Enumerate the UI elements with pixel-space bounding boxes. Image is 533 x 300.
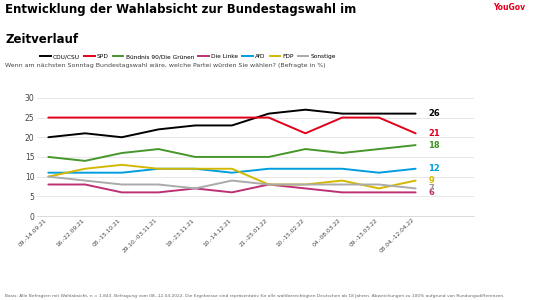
- Text: Entwicklung der Wahlabsicht zur Bundestagswahl im: Entwicklung der Wahlabsicht zur Bundesta…: [5, 3, 357, 16]
- Text: Zeitverlauf: Zeitverlauf: [5, 33, 78, 46]
- Text: YouGov: YouGov: [493, 3, 525, 12]
- Text: 6: 6: [429, 188, 434, 197]
- Text: 7: 7: [429, 184, 434, 193]
- Text: 9: 9: [429, 176, 434, 185]
- Text: Basis: Alle Befragten mit Wahlabsicht, n = 1.843. Befragung vom 08.-12.04.2022. : Basis: Alle Befragten mit Wahlabsicht, n…: [5, 295, 505, 298]
- Text: 18: 18: [429, 141, 440, 150]
- Text: 26: 26: [429, 109, 440, 118]
- Text: 21: 21: [429, 129, 440, 138]
- Text: 12: 12: [429, 164, 440, 173]
- Text: Wenn am nächsten Sonntag Bundestagswahl wäre, welche Partei würden Sie wählen? (: Wenn am nächsten Sonntag Bundestagswahl …: [5, 63, 326, 68]
- Legend: CDU/CSU, SPD, Bündnis 90/Die Grünen, Die Linke, AfD, FDP, Sonstige: CDU/CSU, SPD, Bündnis 90/Die Grünen, Die…: [40, 54, 336, 59]
